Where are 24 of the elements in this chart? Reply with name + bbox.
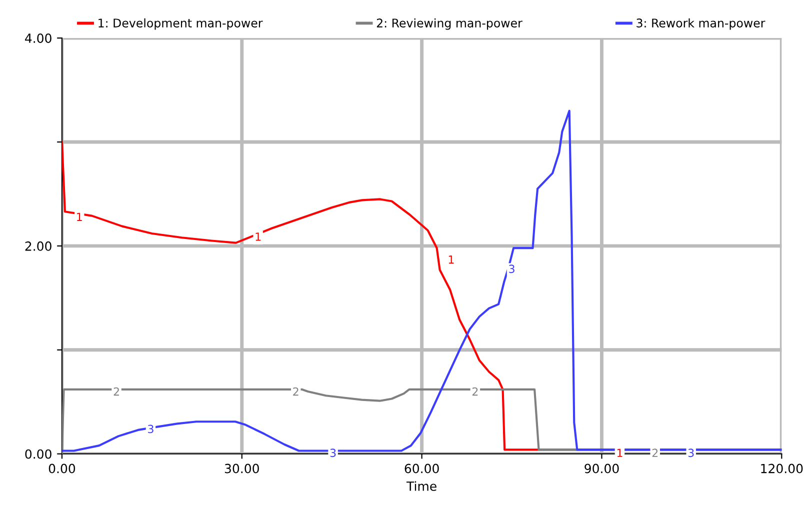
y-tick-label: 2.00 [25,241,52,251]
y-tick-label: 4.00 [25,34,52,43]
legend-label: 2: Reviewing man-power [376,18,522,30]
annotation: 1 [448,255,454,264]
annotation: 1 [77,212,82,221]
annotation: 1 [256,232,261,241]
x-tick-label: 0.00 [48,464,76,474]
annotation: 2 [472,387,478,396]
annotation: 1 [617,448,622,457]
x-tick-label: 90.00 [584,464,619,474]
annotation: 2 [652,448,658,457]
legend-label: 3: Rework man-power [636,18,766,30]
annotation: 3 [688,448,694,458]
x-tick-label: 60.00 [404,464,439,474]
annotation: 3 [148,424,154,434]
annotation: 2 [293,387,298,396]
legend-label: 1: Development man-power [98,18,263,30]
annotation: 2 [114,387,119,396]
y-tick-label: 0.00 [25,449,52,459]
x-tick-label: 30.00 [224,464,259,474]
x-tick-label: 120.00 [761,464,803,474]
annotation: 3 [509,264,514,274]
x-axis-title: Time [406,481,436,491]
annotation: 3 [330,448,336,458]
